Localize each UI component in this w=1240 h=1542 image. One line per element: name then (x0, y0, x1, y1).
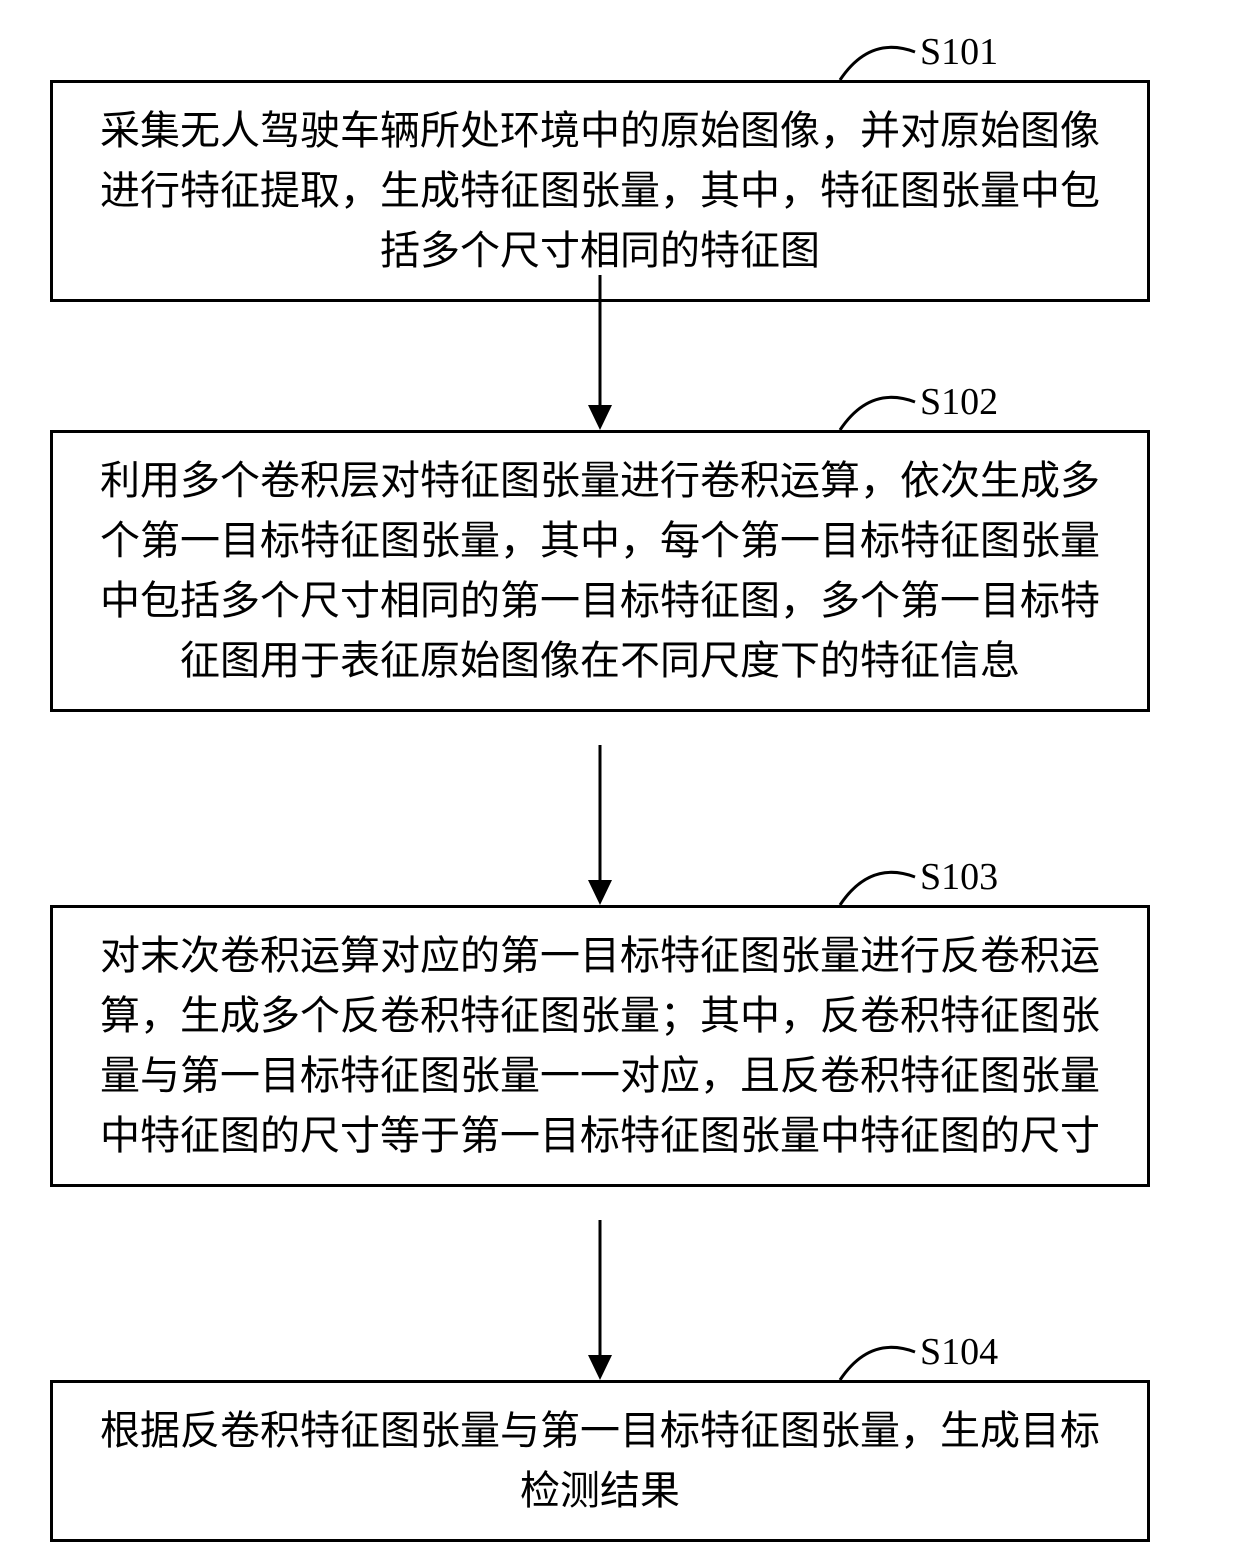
step-text-s103: 对末次卷积运算对应的第一目标特征图张量进行反卷积运算，生成多个反卷积特征图张量；… (100, 933, 1100, 1158)
step-box-s101: 采集无人驾驶车辆所处环境中的原始图像，并对原始图像进行特征提取，生成特征图张量，… (50, 80, 1150, 302)
label-curve-s103 (820, 855, 930, 910)
arrow-s103-s104 (580, 1220, 620, 1383)
label-curve-s101 (820, 30, 930, 85)
arrow-s101-s102 (580, 275, 620, 433)
step-text-s101: 采集无人驾驶车辆所处环境中的原始图像，并对原始图像进行特征提取，生成特征图张量，… (100, 108, 1100, 273)
step-label-s103: S103 (920, 855, 998, 899)
label-curve-s104 (820, 1330, 930, 1385)
step-label-s102: S102 (920, 380, 998, 424)
arrow-s102-s103 (580, 745, 620, 908)
step-label-s101: S101 (920, 30, 998, 74)
step-label-s104: S104 (920, 1330, 998, 1374)
step-text-s102: 利用多个卷积层对特征图张量进行卷积运算，依次生成多个第一目标特征图张量，其中，每… (100, 458, 1100, 683)
label-curve-s102 (820, 380, 930, 435)
step-box-s103: 对末次卷积运算对应的第一目标特征图张量进行反卷积运算，生成多个反卷积特征图张量；… (50, 905, 1150, 1187)
step-box-s104: 根据反卷积特征图张量与第一目标特征图张量，生成目标检测结果 (50, 1380, 1150, 1542)
step-text-s104: 根据反卷积特征图张量与第一目标特征图张量，生成目标检测结果 (100, 1408, 1100, 1513)
step-box-s102: 利用多个卷积层对特征图张量进行卷积运算，依次生成多个第一目标特征图张量，其中，每… (50, 430, 1150, 712)
